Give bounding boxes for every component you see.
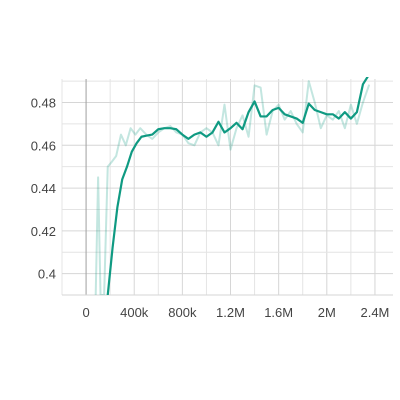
y-tick-label: 0.46 xyxy=(31,138,56,153)
x-tick-label: 800k xyxy=(168,305,197,320)
x-tick-label: 1.2M xyxy=(216,305,245,320)
x-tick-label: 2M xyxy=(318,305,336,320)
y-tick-label: 0.48 xyxy=(31,96,56,111)
axes xyxy=(62,79,393,296)
x-tick-label: 2.4M xyxy=(360,305,389,320)
x-tick-label: 0 xyxy=(82,305,89,320)
x-tick-label: 1.6M xyxy=(264,305,293,320)
series xyxy=(94,77,370,295)
y-tick-label: 0.44 xyxy=(31,181,56,196)
smoothed-series-line xyxy=(106,77,369,295)
x-tick-label: 400k xyxy=(120,305,149,320)
y-tick-label: 0.42 xyxy=(31,224,56,239)
y-tick-label: 0.4 xyxy=(38,267,56,282)
tick-labels: 0 400k 800k 1.2M 1.6M 2M 2.4M 0.4 0.42 0.44 0.46 0.… xyxy=(31,96,390,320)
